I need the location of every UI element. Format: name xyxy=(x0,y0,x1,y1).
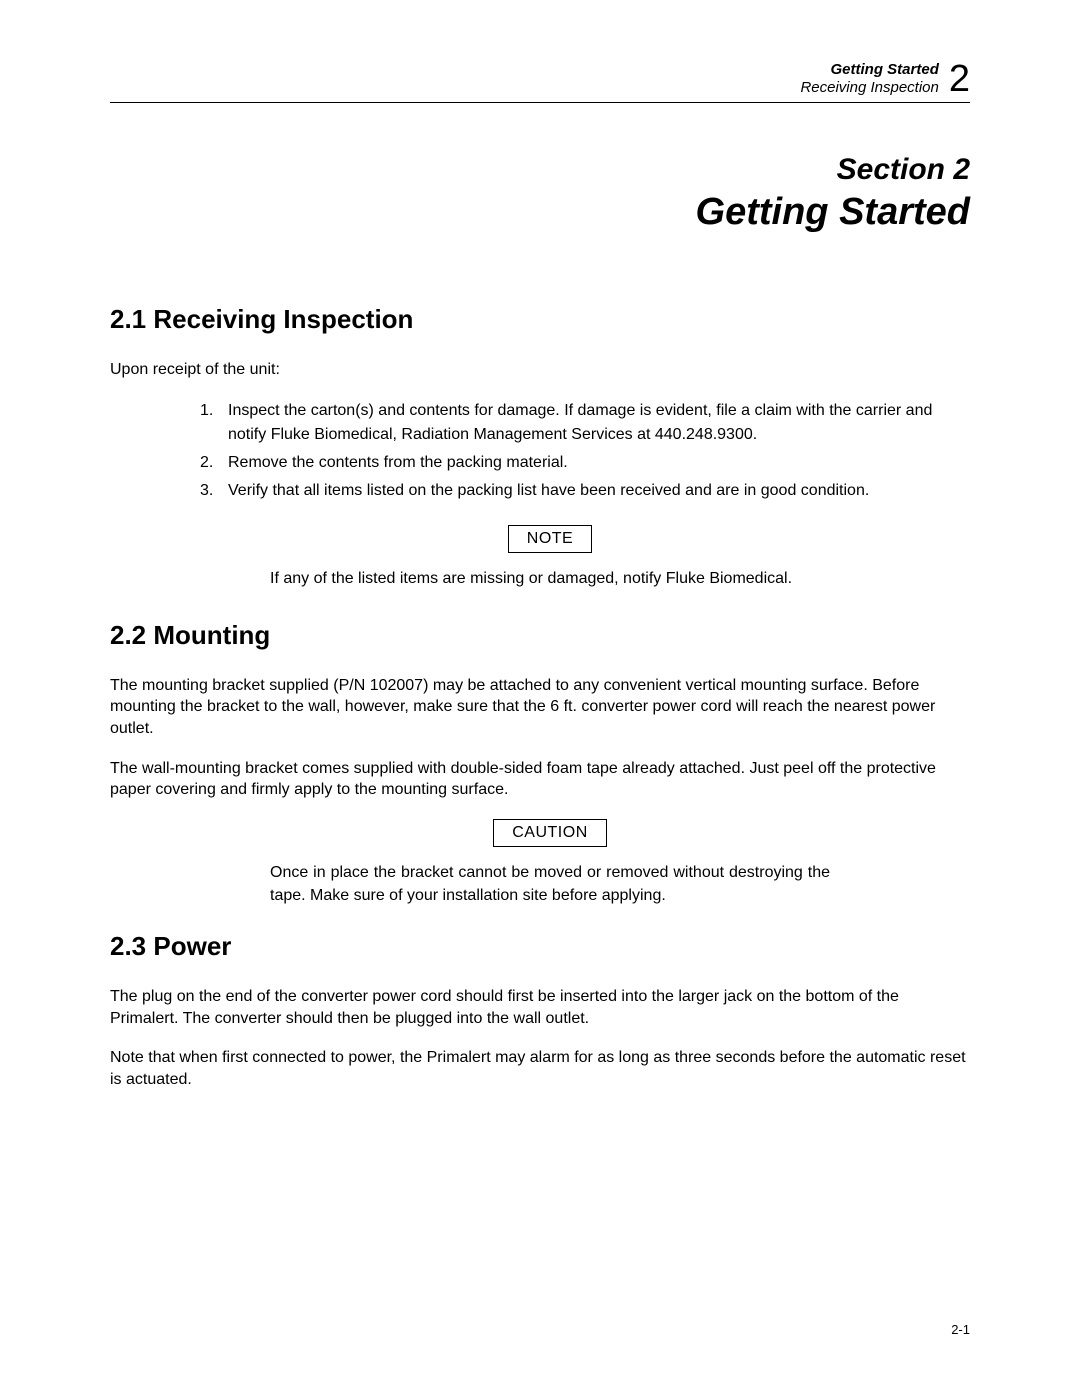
list-item: 1.Inspect the carton(s) and contents for… xyxy=(200,399,970,447)
caution-callout: CAUTION Once in place the bracket cannot… xyxy=(270,819,830,907)
header-line1: Getting Started xyxy=(800,61,938,79)
s22-p1: The mounting bracket supplied (P/N 10200… xyxy=(110,675,970,740)
caution-body: Once in place the bracket cannot be move… xyxy=(270,861,830,907)
header-line2: Receiving Inspection xyxy=(800,79,938,97)
section-title-block: Section 2 Getting Started xyxy=(110,153,970,234)
running-header: Getting Started Receiving Inspection 2 xyxy=(110,60,970,98)
s23-p2: Note that when first connected to power,… xyxy=(110,1047,970,1090)
list-item-text: Inspect the carton(s) and contents for d… xyxy=(228,399,970,447)
note-label: NOTE xyxy=(508,525,592,553)
list-item: 3.Verify that all items listed on the pa… xyxy=(200,479,970,503)
heading-2-1: 2.1 Receiving Inspection xyxy=(110,304,970,335)
list-item-text: Verify that all items listed on the pack… xyxy=(228,479,869,503)
s23-p1: The plug on the end of the converter pow… xyxy=(110,986,970,1029)
list-item: 2.Remove the contents from the packing m… xyxy=(200,451,970,475)
note-body: If any of the listed items are missing o… xyxy=(270,567,830,590)
s21-list: 1.Inspect the carton(s) and contents for… xyxy=(200,399,970,503)
header-chapter-number: 2 xyxy=(949,60,970,98)
s21-intro: Upon receipt of the unit: xyxy=(110,359,970,381)
list-item-text: Remove the contents from the packing mat… xyxy=(228,451,568,475)
page-number: 2-1 xyxy=(951,1322,970,1337)
caution-label: CAUTION xyxy=(493,819,607,847)
header-rule xyxy=(110,102,970,103)
heading-2-3: 2.3 Power xyxy=(110,931,970,962)
section-label: Section 2 xyxy=(110,153,970,187)
section-title: Getting Started xyxy=(110,191,970,234)
s22-p2: The wall-mounting bracket comes supplied… xyxy=(110,758,970,801)
heading-2-2: 2.2 Mounting xyxy=(110,620,970,651)
note-callout: NOTE If any of the listed items are miss… xyxy=(270,525,830,590)
